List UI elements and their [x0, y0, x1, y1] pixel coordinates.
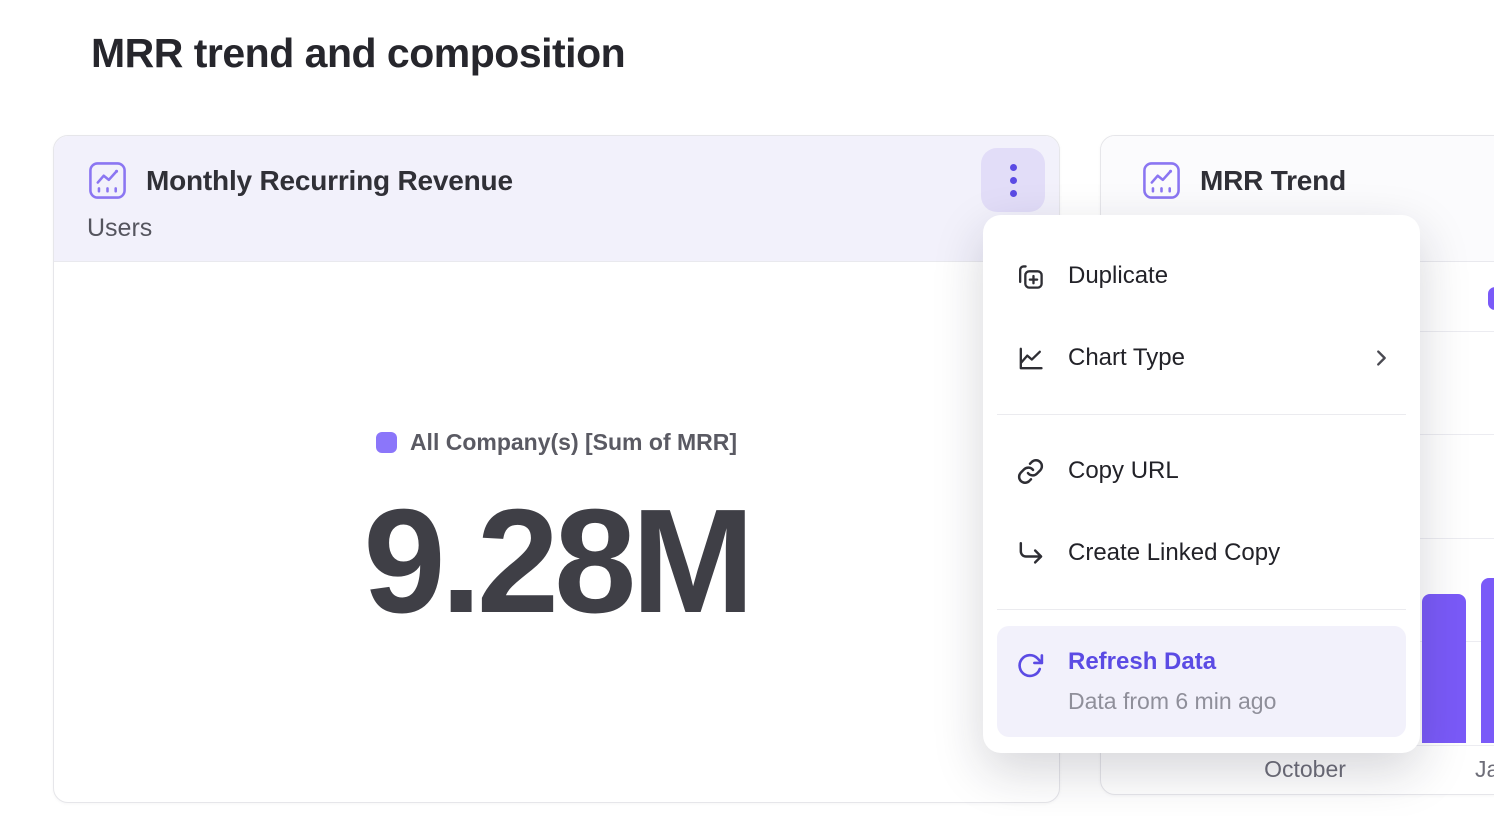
refresh-icon: [1015, 651, 1045, 681]
mrr-kpi-body: All Company(s) [Sum of MRR] 9.28M: [54, 263, 1059, 802]
x-axis-label-october: October: [1264, 756, 1346, 782]
menu-divider: [997, 609, 1406, 610]
bar-december[interactable]: [1422, 594, 1466, 743]
menu-item-duplicate[interactable]: Duplicate: [983, 235, 1420, 317]
chart-widget-icon: [1141, 160, 1182, 201]
mrr-kpi-card: Monthly Recurring Revenue Users All Comp…: [53, 135, 1060, 803]
menu-item-refresh-data[interactable]: Refresh Data Data from 6 min ago: [997, 626, 1406, 737]
refresh-status: Data from 6 min ago: [1068, 688, 1277, 714]
page-title: MRR trend and composition: [91, 30, 626, 76]
menu-item-label: Duplicate: [1068, 262, 1169, 289]
mrr-legend: All Company(s) [Sum of MRR]: [375, 429, 738, 456]
kebab-dot: [1009, 176, 1017, 184]
linked-copy-icon: [1015, 538, 1046, 569]
menu-item-copy-url[interactable]: Copy URL: [983, 430, 1420, 512]
chart-type-icon: [1015, 343, 1046, 374]
trend-legend-swatch: [1488, 287, 1494, 310]
menu-item-chart-type[interactable]: Chart Type: [983, 317, 1420, 399]
menu-item-label: Create Linked Copy: [1068, 539, 1281, 566]
mrr-card-title: Monthly Recurring Revenue: [146, 164, 513, 196]
menu-divider: [997, 414, 1406, 415]
legend-swatch: [375, 432, 397, 453]
duplicate-icon: [1015, 261, 1046, 292]
chevron-right-icon: [1370, 347, 1392, 369]
trend-card-title: MRR Trend: [1200, 164, 1346, 196]
link-icon: [1015, 456, 1046, 487]
menu-item-label: Chart Type: [1068, 344, 1185, 371]
kebab-dot: [1009, 189, 1017, 197]
bar-january[interactable]: [1481, 578, 1494, 743]
mrr-kpi-value: 9.28M: [363, 479, 754, 644]
chart-widget-icon: [87, 160, 128, 201]
menu-item-label: Copy URL: [1068, 457, 1179, 484]
mrr-card-subtitle: Users: [87, 214, 153, 242]
menu-item-create-linked-copy[interactable]: Create Linked Copy: [983, 512, 1420, 594]
trend-card-title-row: MRR Trend: [1141, 160, 1494, 201]
legend-label: All Company(s) [Sum of MRR]: [409, 429, 738, 455]
mrr-card-header: Monthly Recurring Revenue Users: [54, 136, 1059, 262]
card-options-menu: Duplicate Chart Type: [983, 215, 1420, 753]
x-axis-label-january: January: [1475, 756, 1494, 782]
card-options-button[interactable]: [981, 148, 1045, 212]
mrr-card-title-row: Monthly Recurring Revenue: [87, 160, 1026, 201]
kebab-dot: [1009, 163, 1017, 171]
refresh-label: Refresh Data: [1068, 648, 1217, 675]
refresh-text-block: Refresh Data Data from 6 min ago: [1068, 648, 1276, 715]
